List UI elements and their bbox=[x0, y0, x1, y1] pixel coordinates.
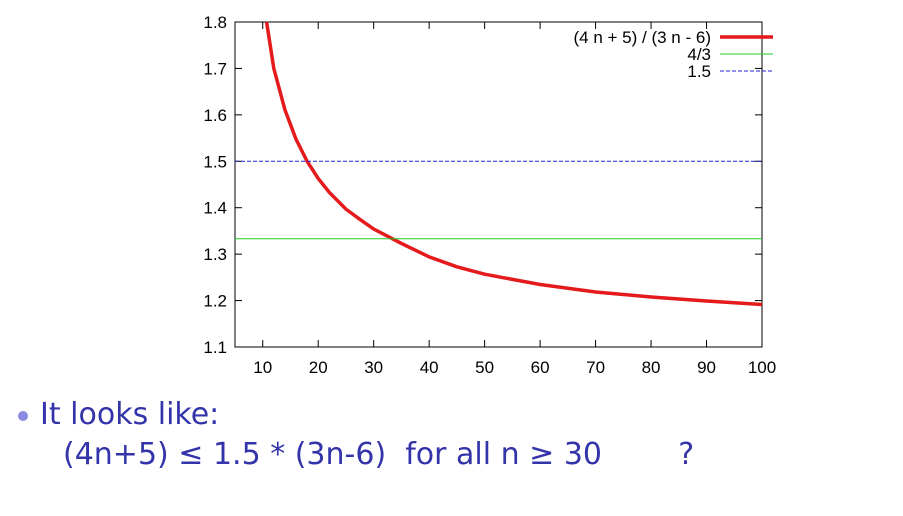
legend-label: (4 n + 5) / (3 n - 6) bbox=[574, 28, 711, 47]
y-tick-label: 1.2 bbox=[203, 292, 227, 311]
x-tick-label: 30 bbox=[364, 358, 383, 377]
y-tick-label: 1.3 bbox=[203, 245, 227, 264]
x-tick-label: 20 bbox=[309, 358, 328, 377]
y-tick-label: 1.6 bbox=[203, 106, 227, 125]
plot-frame bbox=[234, 21, 763, 348]
x-tick-label: 80 bbox=[642, 358, 661, 377]
x-tick-label: 10 bbox=[253, 358, 272, 377]
series-line-0 bbox=[264, 22, 762, 307]
x-tick-label: 50 bbox=[475, 358, 494, 377]
legend-label: 4/3 bbox=[687, 45, 711, 64]
y-tick-label: 1.1 bbox=[203, 338, 227, 357]
legend-label: 1.5 bbox=[687, 62, 711, 81]
bullet-text: It looks like: bbox=[40, 397, 220, 432]
formula-text: (4n+5) ≤ 1.5 * (3n-6) for all n ≥ 30 ? bbox=[63, 437, 695, 472]
x-tick-label: 100 bbox=[748, 358, 776, 377]
y-tick-label: 1.8 bbox=[203, 13, 227, 32]
x-tick-label: 90 bbox=[697, 358, 716, 377]
bullet-dot-icon bbox=[18, 411, 28, 421]
bullet-block: It looks like: (4n+5) ≤ 1.5 * (3n-6) for… bbox=[18, 395, 694, 475]
x-tick-label: 40 bbox=[420, 358, 439, 377]
x-tick-label: 60 bbox=[531, 358, 550, 377]
bullet-item: It looks like: bbox=[18, 395, 694, 435]
chart: 1.1 1.2 1.3 1.4 1.5 1.6 1.7 1.8 10 20 30 40 50 60 70 80… bbox=[203, 13, 776, 377]
plot-area: 1.1 1.2 1.3 1.4 1.5 1.6 1.7 1.8 10 20 30 40 50 60 70 80… bbox=[203, 13, 776, 377]
y-tick-label: 1.5 bbox=[203, 152, 227, 171]
x-tick-label: 70 bbox=[586, 358, 605, 377]
y-tick-label: 1.4 bbox=[203, 199, 227, 218]
y-tick-label: 1.7 bbox=[203, 59, 227, 78]
